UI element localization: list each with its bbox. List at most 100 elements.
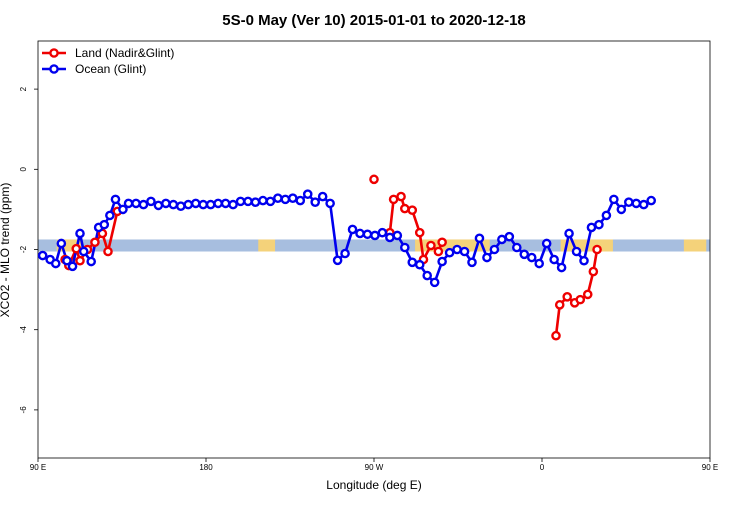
series-1-point-13 [118,204,128,215]
series-1-point-31 [250,197,261,207]
series-1-point-47 [370,230,380,241]
series-1-point-75 [579,255,589,266]
series-1-point-4 [62,255,72,266]
series-1-point-56 [437,256,447,267]
y-tick-label-1: 0 [19,167,28,172]
series-1-point-12 [110,194,121,205]
series-1-point-38 [302,189,313,199]
series-1-point-57 [444,247,455,258]
series-1-point-50 [392,230,403,241]
series-1-point-5 [67,261,78,272]
series-0-point-23 [575,294,586,305]
series-1-point-35 [280,194,291,205]
series-1-point-61 [474,233,485,244]
series-1-point-67 [519,249,530,260]
series-1-point-36 [287,193,298,203]
series-1-point-46 [362,229,373,240]
x-tick-label-2: 90 W [365,463,384,472]
series-1-point-76 [586,222,597,233]
band-land-1 [258,239,276,252]
series-1-point-27 [220,198,231,209]
series-1-point-70 [541,238,552,249]
series-1-point-79 [609,194,619,205]
series-1-point-37 [295,195,306,206]
series-1-point-30 [243,196,253,207]
y-axis-label: XCO2 - MLO trend (ppm) [0,183,12,318]
series-1-point-6 [75,228,85,239]
series-1-point-83 [638,199,649,210]
y-tick-label-2: -2 [19,245,28,253]
series-1-point-69 [534,258,545,269]
series-0-point-14 [414,227,425,238]
series-0-point-10 [388,194,399,205]
series-1-point-43 [340,248,350,259]
series-0-point-18 [437,237,447,248]
series-1-point-60 [467,257,477,268]
series-0-point-25 [588,266,599,277]
series-1-point-51 [399,242,410,253]
y-tick-label-4: -6 [19,406,28,414]
chart-title: 5S-0 May (Ver 10) 2015-01-01 to 2020-12-… [222,12,526,29]
series-1-point-24 [198,199,208,210]
x-axis-label: Longitude (deg E) [326,478,421,492]
series-0-point-13 [407,205,418,216]
series-0-point-27 [369,174,379,185]
series-1-point-77 [594,219,604,230]
series-1-point-39 [310,197,321,207]
series-points [37,174,657,341]
series-0-point-17 [433,246,444,257]
series-0-point-26 [592,244,602,255]
y-axis: 2 0 -2 -4 -6 [19,86,38,413]
legend-marker-0 [49,48,59,58]
series-1-point-34 [273,193,283,203]
series-1-point-45 [355,228,365,239]
series-1-point-25 [205,199,216,210]
series-1-point-17 [146,196,156,207]
series-1-point-14 [123,198,134,209]
series-1-point-78 [601,210,612,221]
legend: Land (Nadir&Glint) Ocean (Glint) [42,46,174,76]
series-0-point-24 [582,289,593,300]
series-1-point-72 [556,262,567,273]
series-1-point-82 [631,198,642,209]
series-1-point-18 [153,200,164,211]
series-0-point-7 [103,246,113,257]
series-1-point-20 [168,199,179,210]
x-tick-label-4: 90 E [702,463,718,472]
x-tick-label-0: 90 E [30,463,46,472]
series-1-point-84 [646,195,657,206]
series-1-point-59 [459,246,470,257]
series-1-point-8 [86,256,96,267]
series-1-point-22 [183,199,194,210]
series-1-point-7 [78,246,89,257]
series-1-point-58 [452,244,462,255]
series-0-point-20 [554,300,565,310]
series-1-point-74 [571,246,582,257]
series-1-point-62 [482,252,492,263]
series-1-point-32 [258,195,268,206]
series-0-point-12 [399,203,410,214]
series-1-point-63 [489,244,500,255]
x-tick-label-3: 0 [540,463,545,472]
series-1-point-53 [414,259,425,270]
series-1-point-54 [422,270,433,281]
surface-band [38,239,710,252]
x-axis: 90 E 180 90 W 0 90 E [30,458,718,472]
series-1-point-23 [190,198,201,209]
series-1-point-28 [228,199,238,210]
series-1-point-41 [325,198,335,209]
series-1-point-29 [235,196,246,207]
series-1-point-48 [377,227,388,238]
series-0-point-3 [75,255,85,266]
series-1-point-66 [512,242,522,253]
series-1-point-64 [497,234,507,245]
series-1-point-3 [56,238,67,249]
series-1-point-81 [624,197,634,207]
series-1-point-73 [564,228,574,239]
series-1-point-52 [407,257,418,268]
series-0-point-16 [426,240,436,251]
legend-label-1: Ocean (Glint) [75,62,146,76]
series-1-point-71 [549,254,559,265]
